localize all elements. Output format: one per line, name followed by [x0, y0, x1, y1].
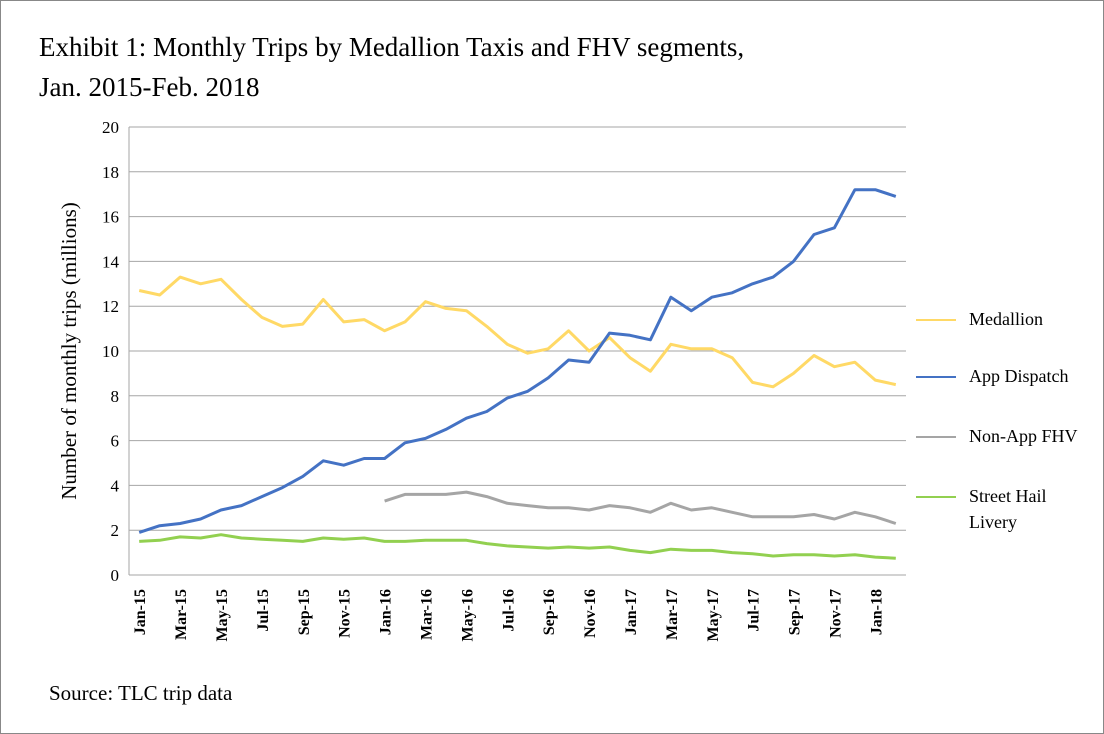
- legend-swatch: [916, 319, 956, 321]
- line-series: [138, 188, 897, 534]
- y-tick-label: 14: [102, 252, 120, 271]
- x-tick-label: Jul-16: [500, 589, 517, 632]
- x-tick-label: Nov-17: [827, 589, 844, 638]
- x-tick-label: Jul-17: [746, 589, 763, 632]
- x-tick-label: Sep-15: [296, 589, 313, 635]
- x-tick-label: Sep-17: [787, 589, 804, 635]
- x-tick-label: Sep-16: [541, 589, 558, 635]
- line-series: [139, 533, 896, 560]
- x-tick-label: May-17: [705, 589, 722, 641]
- legend-label: App Dispatch: [969, 366, 1069, 386]
- legend-swatch: [916, 436, 956, 438]
- x-tick-label: Nov-16: [582, 589, 599, 638]
- y-tick-label: 16: [102, 208, 119, 227]
- y-tick-label: 6: [111, 432, 120, 451]
- x-tick-label: Jan-18: [868, 589, 885, 635]
- y-tick-label: 8: [111, 387, 120, 406]
- x-tick-label: Mar-15: [173, 589, 190, 640]
- x-tick-label: Mar-16: [418, 589, 435, 640]
- x-tick-label: May-15: [214, 589, 231, 641]
- x-tick-label: Jan-17: [623, 589, 640, 635]
- legend-label: Non-App FHV: [969, 426, 1078, 446]
- y-tick-label: 0: [111, 566, 120, 585]
- line-series: [138, 275, 897, 389]
- line-series: [384, 490, 897, 525]
- x-tick-label: Jul-15: [255, 589, 272, 632]
- x-tick-label: Mar-17: [664, 589, 681, 640]
- source-note: Source: TLC trip data: [49, 681, 233, 705]
- y-tick-label: 12: [102, 297, 119, 316]
- legend-swatch: [916, 376, 956, 378]
- y-axis-label: Number of monthly trips (millions): [57, 202, 81, 499]
- legend-label: Street Hail Livery: [969, 486, 1047, 532]
- x-tick-label: May-16: [459, 589, 476, 641]
- legend-label: Medallion: [969, 309, 1043, 329]
- legend-swatch: [916, 496, 956, 498]
- y-tick-label: 4: [111, 476, 120, 495]
- x-tick-label: Nov-15: [337, 589, 354, 638]
- x-tick-label: Jan-15: [132, 589, 149, 635]
- chart-title: Exhibit 1: Monthly Trips by Medallion Ta…: [39, 32, 745, 102]
- y-tick-label: 20: [102, 118, 119, 137]
- y-tick-label: 18: [102, 163, 119, 182]
- x-tick-label: Jan-16: [378, 589, 395, 635]
- y-tick-label: 2: [111, 521, 120, 540]
- y-tick-label: 10: [102, 342, 119, 361]
